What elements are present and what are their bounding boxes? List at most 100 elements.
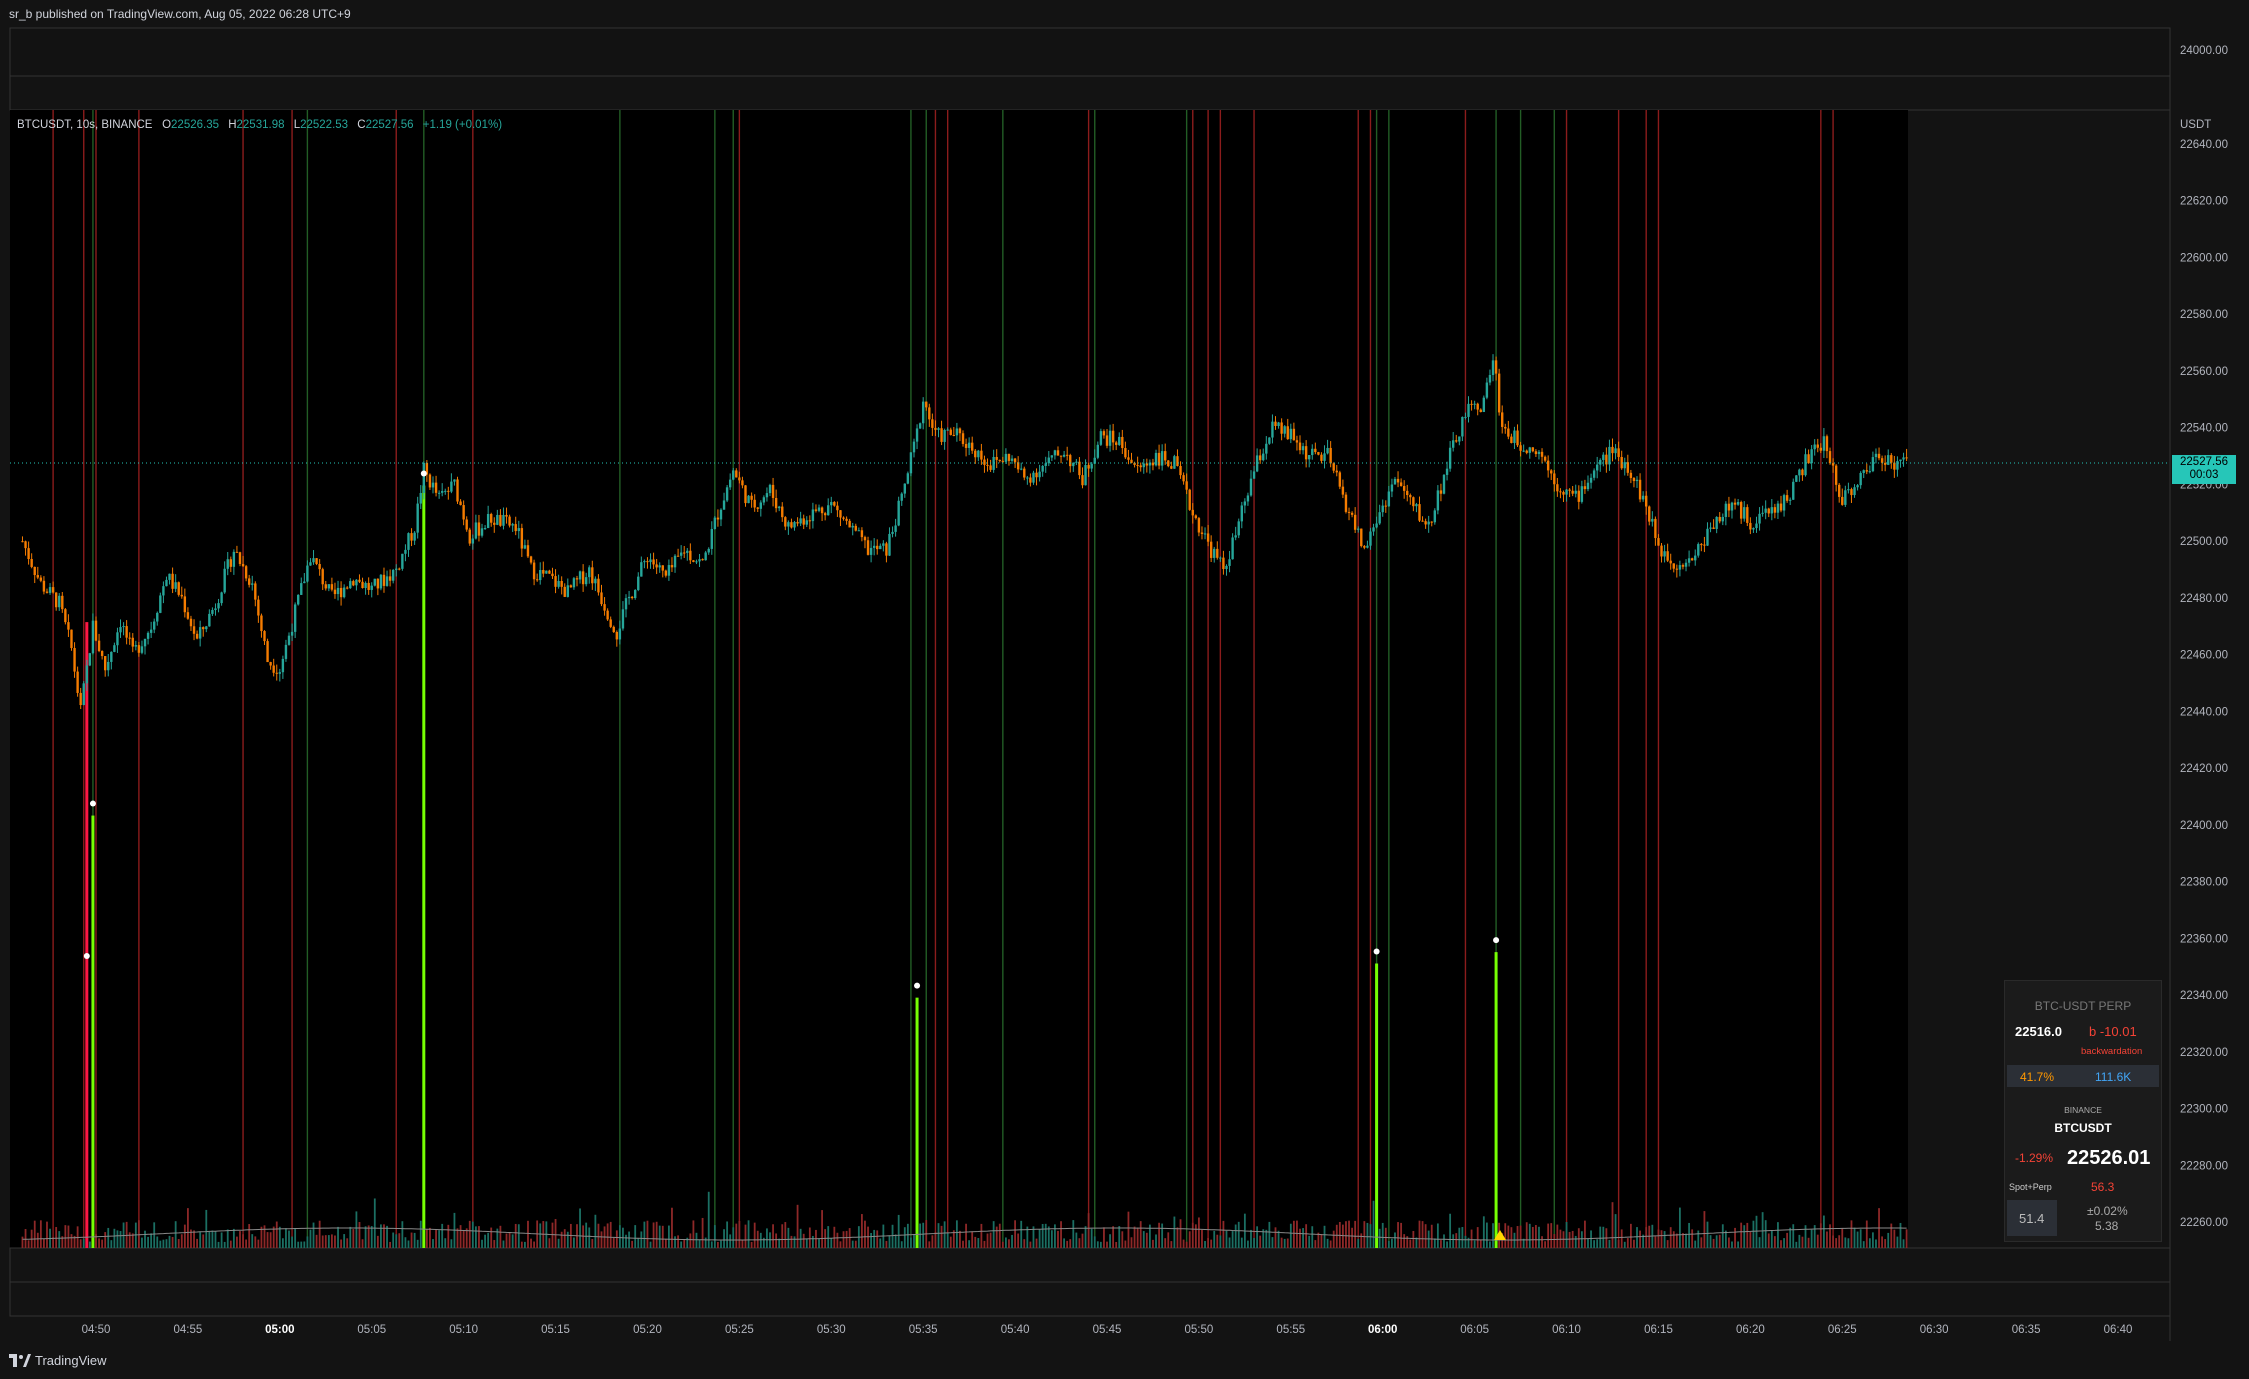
volume-bar bbox=[39, 1220, 42, 1248]
candle-body bbox=[1265, 443, 1268, 454]
x-tick-label: 06:05 bbox=[1460, 1324, 1489, 1336]
candle-body bbox=[1556, 484, 1559, 492]
candle-body bbox=[1246, 495, 1250, 502]
candle-body bbox=[1160, 451, 1164, 466]
spot-perp-value: 56.3 bbox=[2091, 1180, 2115, 1194]
candle-body bbox=[284, 644, 288, 659]
footer-brand[interactable]: TradingView bbox=[9, 1353, 107, 1368]
candle-body bbox=[1412, 497, 1415, 507]
candle-body bbox=[1850, 489, 1853, 496]
volume-bar bbox=[579, 1208, 581, 1248]
volume-bar bbox=[612, 1237, 615, 1248]
x-tick-label: 05:05 bbox=[357, 1324, 386, 1336]
volume-bar bbox=[24, 1229, 27, 1248]
candle-body bbox=[1289, 428, 1293, 440]
volume-bar bbox=[373, 1198, 376, 1248]
candle-body bbox=[1730, 502, 1734, 511]
candle-body bbox=[1877, 453, 1881, 459]
candle-body bbox=[609, 619, 612, 627]
candle-body bbox=[1072, 462, 1075, 467]
y-tick-label: 22260.00 bbox=[2180, 1217, 2228, 1229]
candle-body bbox=[395, 568, 398, 570]
volume-bar bbox=[1654, 1236, 1657, 1248]
candle-body bbox=[1148, 462, 1152, 466]
volume-bar bbox=[1473, 1240, 1476, 1248]
candle-body bbox=[1767, 508, 1770, 514]
candle-body bbox=[1065, 454, 1069, 456]
volume-bar bbox=[1179, 1219, 1182, 1248]
candle-body bbox=[1096, 444, 1100, 458]
time-axis[interactable]: 04:50 04:55 05:00 05:05 05:10 05:15 05:20 05:25… bbox=[82, 1324, 2133, 1336]
candle-body bbox=[1746, 507, 1749, 523]
volume-bar bbox=[998, 1223, 1001, 1248]
candle-body bbox=[1553, 473, 1556, 485]
volume-bar bbox=[1262, 1229, 1265, 1248]
y-tick-label: 22400.00 bbox=[2180, 820, 2228, 832]
volume-bar bbox=[833, 1226, 836, 1248]
volume-bar bbox=[459, 1225, 462, 1248]
candle-body bbox=[254, 583, 257, 600]
candle-body bbox=[1690, 558, 1694, 561]
volume-bar bbox=[1259, 1235, 1262, 1248]
price-axis-unit: USDT bbox=[2180, 119, 2211, 131]
candle-body bbox=[168, 573, 171, 580]
candle-body bbox=[667, 565, 671, 576]
volume-bar bbox=[1225, 1230, 1228, 1248]
volume-bar bbox=[524, 1241, 526, 1248]
candle-body bbox=[140, 646, 144, 653]
volume-bar bbox=[839, 1241, 842, 1248]
volume-bar bbox=[1176, 1227, 1179, 1248]
volume-bar bbox=[1139, 1221, 1142, 1248]
volume-bar bbox=[1008, 1239, 1010, 1248]
candle-body bbox=[428, 474, 432, 488]
spike-dot bbox=[420, 470, 427, 477]
y-tick-label: 22640.00 bbox=[2180, 139, 2228, 151]
volume-bar bbox=[171, 1236, 174, 1248]
candle-body bbox=[1510, 436, 1513, 443]
candle-body bbox=[514, 524, 517, 532]
candle-body bbox=[247, 578, 251, 585]
candle-body bbox=[1801, 469, 1804, 476]
volume-bar bbox=[1623, 1241, 1626, 1248]
volume-bar bbox=[1311, 1226, 1314, 1248]
candle-body bbox=[747, 495, 750, 504]
candle-body bbox=[1375, 523, 1378, 528]
volume-bar bbox=[808, 1227, 811, 1248]
candle-body bbox=[407, 533, 410, 550]
volume-bar bbox=[64, 1225, 67, 1248]
volume-bar bbox=[658, 1225, 661, 1248]
volume-bar bbox=[450, 1239, 453, 1248]
candle-body bbox=[1105, 435, 1109, 446]
candle-body bbox=[186, 612, 190, 619]
candle-body bbox=[928, 407, 931, 420]
main-pane[interactable] bbox=[10, 110, 1908, 1248]
volume-bar bbox=[177, 1239, 180, 1248]
candle-body bbox=[1329, 447, 1332, 464]
candle-body bbox=[195, 633, 199, 639]
candle-body bbox=[732, 470, 735, 480]
candle-body bbox=[1157, 452, 1161, 466]
volume-bar bbox=[1366, 1222, 1369, 1248]
candle-body bbox=[790, 522, 793, 528]
volume-bar bbox=[438, 1230, 441, 1248]
candle-body bbox=[1522, 450, 1525, 452]
candle-body bbox=[483, 528, 487, 530]
volume-bar bbox=[303, 1241, 306, 1248]
candle-body bbox=[646, 561, 649, 563]
candle-body bbox=[1203, 533, 1207, 535]
volume-bar bbox=[747, 1220, 750, 1248]
price-axis[interactable]: 24000.00 22640.00 22620.00 22600.00 22580.00… bbox=[2180, 45, 2228, 1229]
candle-body bbox=[529, 556, 533, 563]
volume-bar bbox=[1455, 1233, 1458, 1248]
volume-bar bbox=[1394, 1232, 1396, 1248]
candle-body bbox=[297, 594, 300, 605]
volume-bar bbox=[848, 1228, 851, 1248]
volume-bar bbox=[1547, 1223, 1550, 1248]
volume-bar bbox=[1734, 1227, 1736, 1248]
volume-bar bbox=[573, 1237, 575, 1248]
candle-body bbox=[535, 579, 539, 581]
volume-bar bbox=[1709, 1235, 1712, 1248]
volume-bar bbox=[1507, 1225, 1510, 1248]
volume-bar bbox=[1519, 1225, 1522, 1248]
